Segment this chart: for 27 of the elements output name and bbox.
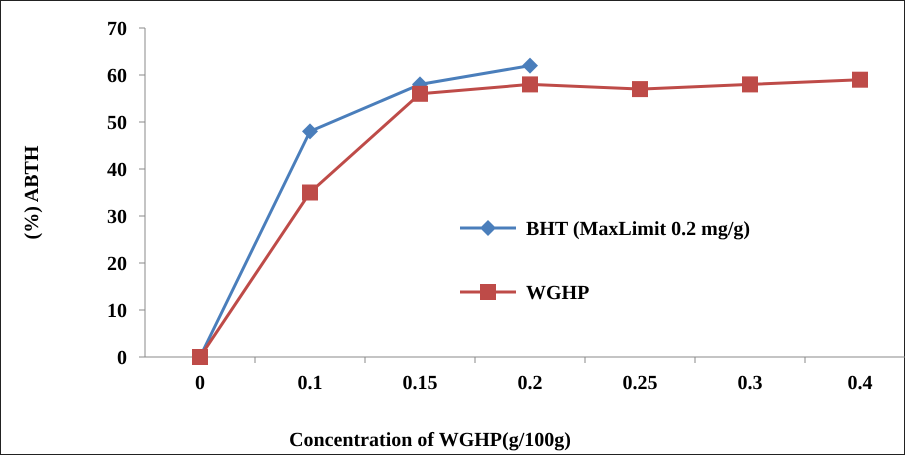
x-tick-label: 0.4: [848, 372, 872, 394]
y-tick-label: 70: [107, 18, 127, 40]
y-tick-label: 50: [107, 112, 127, 134]
y-tick-label: 30: [107, 206, 127, 228]
point: [412, 86, 428, 102]
point: [522, 58, 538, 74]
point: [302, 184, 318, 200]
y-axis-title: (%) ABTH: [21, 145, 43, 240]
point: [852, 72, 868, 88]
point: [632, 81, 648, 98]
y-tick-label: 40: [107, 159, 127, 181]
x-tick-label: 0: [195, 372, 205, 394]
x-axis-title: Concentration of WGHP(g/100g): [289, 429, 571, 451]
x-tick-label: 0.25: [622, 372, 658, 394]
x-tick-label: 0.2: [518, 372, 542, 394]
legend-label: WGHP: [526, 282, 590, 304]
point: [522, 76, 538, 92]
y-tick-label: 10: [107, 300, 127, 322]
x-tick-label: 0.1: [298, 372, 322, 394]
y-tick-label: 20: [107, 253, 127, 275]
point: [302, 123, 318, 140]
x-tick-label: 0.15: [402, 372, 438, 394]
x-tick-label: 0.3: [738, 372, 762, 394]
point: [742, 76, 758, 92]
y-tick-label: 0: [117, 347, 127, 369]
y-tick-label: 60: [107, 65, 127, 87]
legend-label: BHT (MaxLimit 0.2 mg/g): [526, 218, 750, 240]
